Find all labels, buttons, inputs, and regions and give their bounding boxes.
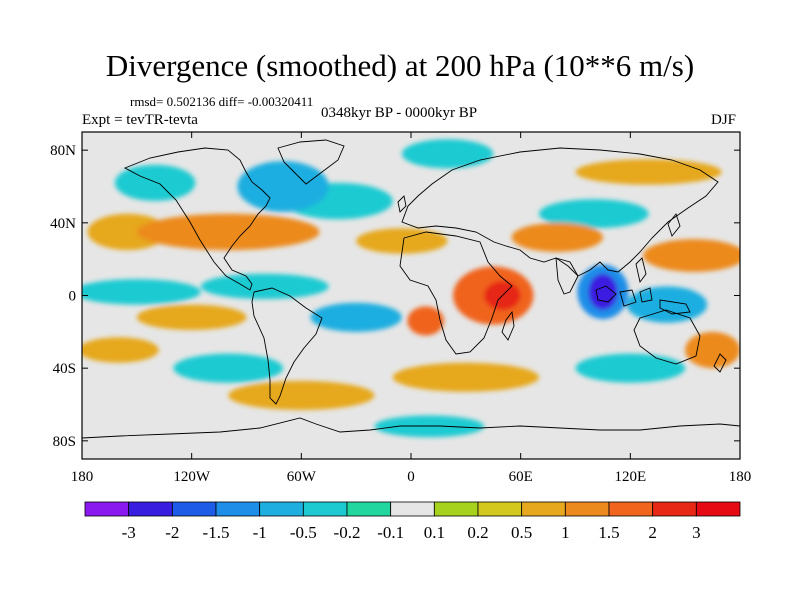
field-anomaly-18 — [643, 239, 740, 272]
field-anomaly-3 — [401, 139, 494, 169]
field-anomaly-16 — [626, 286, 708, 323]
colorbar-label: -1.5 — [203, 523, 230, 542]
colorbar-swatch-6 — [346, 501, 392, 517]
colorbar: -3 -2 -1.5 -1 -0.5 -0.2 -0.1 0.1 0.2 0.5 1 1.5 2 3 — [84, 501, 741, 542]
field-anomaly-9 — [82, 337, 159, 363]
colorbar-swatch-11 — [564, 501, 610, 517]
field-anomaly-1 — [356, 228, 448, 254]
colorbar-swatch-3 — [215, 501, 261, 517]
colorbar-label: -2 — [165, 523, 179, 542]
field-anomaly-22 — [685, 331, 740, 369]
colorbar-swatch-8 — [433, 501, 479, 517]
field-anomaly-0 — [87, 213, 168, 251]
colorbar-swatch-0 — [84, 501, 130, 517]
field-anomaly-20 — [237, 161, 329, 212]
colorbar-label: -1 — [253, 523, 267, 542]
rmsd-diff-stats: rmsd= 0.502136 diff= -0.00320411 — [130, 94, 314, 109]
field-anomaly-15 — [575, 159, 722, 185]
plot-title: Divergence (smoothed) at 200 hPa (10**6 … — [105, 48, 695, 83]
colorbar-label: 1 — [561, 523, 570, 542]
field-anomaly-12 — [228, 380, 375, 410]
colorbar-label: 2 — [648, 523, 657, 542]
colorbar-swatch-10 — [521, 501, 566, 517]
field-anomaly-14 — [114, 164, 196, 202]
colorbar-swatch-2 — [171, 501, 217, 517]
lat-label-40N: 40N — [50, 216, 76, 232]
longitude-axis: 180 120W 60W 0 60E 120E 180 — [71, 132, 752, 485]
colorbar-label: 0.5 — [511, 523, 532, 542]
colorbar-swatch-5 — [302, 501, 348, 517]
field-anomaly-21 — [310, 302, 402, 332]
field-anomaly-25 — [407, 306, 444, 336]
field-anomaly-19 — [511, 222, 603, 252]
lat-label-0: 0 — [69, 289, 77, 305]
lat-label-40S: 40S — [53, 361, 76, 377]
lat-label-80N: 80N — [50, 143, 76, 159]
colorbar-label: -0.5 — [290, 523, 317, 542]
field-anomaly-27 — [588, 273, 618, 311]
field-anomaly-5 — [200, 273, 329, 300]
experiment-label: Expt = tevTR-tevta — [82, 112, 198, 128]
latitude-axis: 80N 40N 0 40S 80S — [50, 143, 740, 450]
colorbar-swatch-14 — [695, 501, 741, 517]
lon-label-120E: 120E — [614, 469, 646, 485]
lon-label-120W: 120W — [173, 469, 211, 485]
colorbar-swatch-13 — [652, 501, 697, 517]
colorbar-label: -0.2 — [334, 523, 361, 542]
field-anomaly-10 — [392, 362, 539, 392]
field-anomaly-8 — [173, 353, 284, 383]
colorbar-label: 0.2 — [467, 523, 488, 542]
colorbar-swatch-9 — [477, 501, 523, 517]
colorbar-label: 3 — [692, 523, 701, 542]
coastlines — [82, 139, 740, 439]
lon-label-180: 180 — [729, 469, 752, 485]
field-anomaly-7 — [136, 304, 247, 331]
colorbar-swatch-1 — [128, 501, 173, 517]
colorbar-swatch-7 — [390, 501, 435, 517]
colorbar-label: 0.1 — [424, 523, 445, 542]
divergence-field — [82, 139, 740, 438]
colorbar-swatch-12 — [608, 501, 654, 517]
lon-label-0: 0 — [407, 469, 415, 485]
colorbar-label: -3 — [122, 523, 136, 542]
field-anomaly-11 — [575, 353, 686, 383]
field-anomaly-4 — [82, 279, 201, 305]
colorbar-label: 1.5 — [598, 523, 619, 542]
colorbar-label: -0.1 — [377, 523, 404, 542]
lon-label-60W: 60W — [287, 469, 317, 485]
field-anomaly-6 — [538, 199, 649, 229]
colorbar-swatch-4 — [259, 501, 304, 517]
field-anomaly-17 — [136, 213, 320, 251]
period-label: 0348kyr BP - 0000kyr BP — [321, 105, 478, 121]
lon-label-60E: 60E — [509, 469, 533, 485]
lon-label-180: 180 — [71, 469, 94, 485]
season-label: DJF — [711, 112, 737, 128]
lat-label-80S: 80S — [53, 434, 76, 450]
